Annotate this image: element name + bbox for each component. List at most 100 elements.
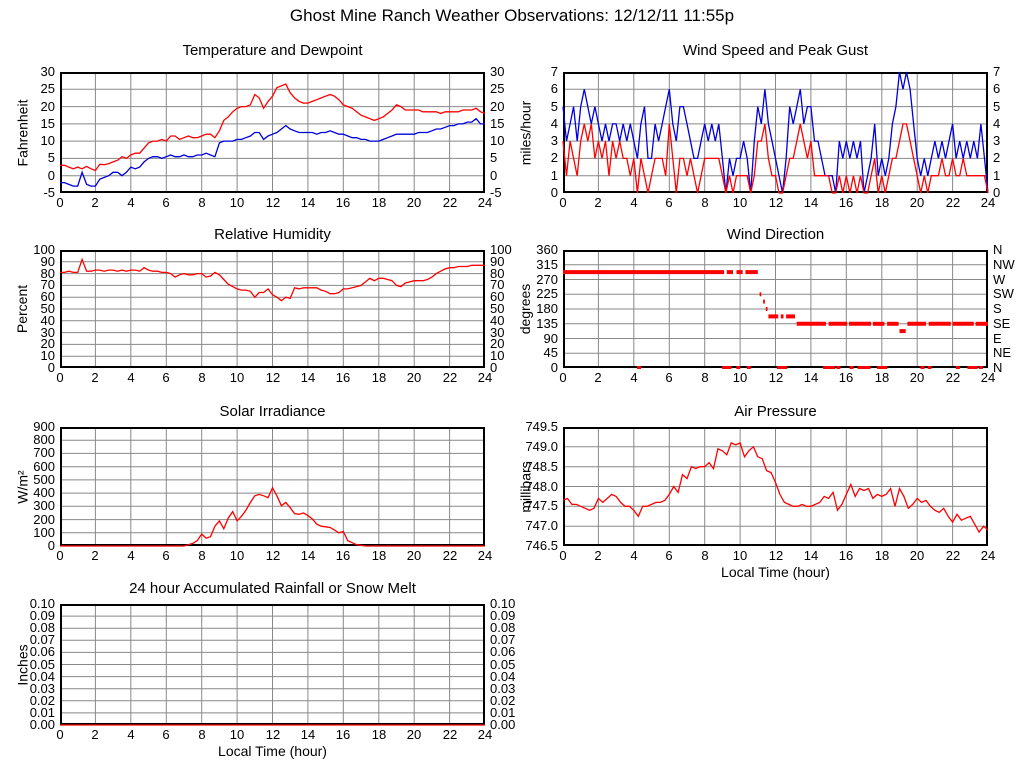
chart-title: Solar Irradiance	[219, 403, 326, 420]
y-tick-label-right: 5	[993, 99, 1001, 114]
y-tick-label-right: S	[993, 301, 1002, 316]
x-tick-label: 10	[229, 548, 245, 563]
y-tick-label-right: 10	[490, 133, 505, 148]
y-tick-label: -5	[43, 185, 55, 200]
x-tick-label: 6	[665, 370, 673, 385]
x-tick-label: 14	[300, 370, 316, 385]
x-tick-label: 22	[442, 195, 458, 210]
x-tick-label: 22	[945, 195, 961, 210]
y-tick-label: 1	[550, 168, 558, 183]
y-tick-label: 25	[40, 81, 55, 96]
x-tick-label: 0	[559, 195, 567, 210]
y-tick-label: 100	[33, 242, 55, 257]
x-tick-label: 6	[162, 727, 170, 742]
x-tick-label: 16	[335, 727, 351, 742]
series-dewpoint	[60, 117, 485, 187]
plot-area	[60, 427, 485, 547]
y-tick-label-right: N	[993, 242, 1003, 257]
y-tick-label: 0.06	[29, 644, 55, 659]
y-tick-label-right: 0	[993, 185, 1001, 200]
y-tick-label: 80	[40, 266, 55, 281]
y-tick-label: 30	[40, 325, 55, 340]
y-tick-label: 90	[543, 331, 558, 346]
x-tick-label: 2	[91, 370, 99, 385]
x-tick-label: 4	[127, 548, 135, 563]
x-tick-label: 18	[371, 548, 387, 563]
series-humidity	[60, 257, 485, 302]
x-tick-label: 2	[594, 195, 602, 210]
x-tick-label: 6	[162, 195, 170, 210]
series-solar	[60, 486, 485, 547]
y-tick-label: 0.05	[29, 657, 55, 672]
chart-air-pressure: Air Pressure millibars Local Time (hour)…	[517, 403, 995, 580]
y-tick-label-right: SE	[993, 316, 1011, 331]
y-tick-label: 0.09	[29, 608, 55, 623]
y-tick-label: 180	[536, 301, 558, 316]
y-tick-label-right: W	[993, 272, 1006, 287]
x-tick-label: 24	[477, 195, 493, 210]
x-tick-label: 14	[300, 548, 316, 563]
y-tick-label: 0.00	[29, 717, 55, 732]
x-tick-label: 6	[665, 548, 673, 563]
x-tick-label: 14	[803, 548, 819, 563]
x-tick-label: 0	[559, 370, 567, 385]
y-tick-label: 0.10	[29, 596, 55, 611]
x-tick-label: 2	[91, 727, 99, 742]
x-tick-label: 2	[594, 370, 602, 385]
x-tick-label: 2	[91, 548, 99, 563]
y-tick-label: 10	[40, 348, 55, 363]
x-tick-label: 12	[265, 370, 281, 385]
x-tick-label: 8	[701, 370, 709, 385]
x-tick-label: 18	[371, 195, 387, 210]
chart-temperature-and-dewpoint: Temperature and Dewpoint Fahrenheit -5 -5…	[14, 42, 504, 210]
y-tick-label-right: NW	[993, 257, 1015, 272]
x-tick-label: 12	[265, 195, 281, 210]
y-tick-label-right: 2	[993, 150, 1001, 165]
y-tick-label-right: 0.04	[490, 669, 516, 684]
y-tick-label: 50	[40, 301, 55, 316]
y-tick-label: 200	[33, 512, 55, 527]
x-tick-label: 22	[442, 370, 458, 385]
y-tick-label: 0	[550, 360, 558, 375]
x-tick-label: 4	[630, 548, 638, 563]
x-tick-label: 14	[803, 370, 819, 385]
x-tick-label: 6	[665, 195, 673, 210]
y-tick-label: 6	[550, 81, 558, 96]
x-tick-label: 4	[127, 727, 135, 742]
x-tick-label: 18	[371, 727, 387, 742]
y-tick-label-right: 30	[490, 64, 505, 79]
x-tick-label: 10	[229, 370, 245, 385]
y-tick-label-right: 0.06	[490, 644, 516, 659]
plot-area	[60, 72, 486, 193]
y-tick-label: 0.07	[29, 632, 55, 647]
y-tick-label: 135	[536, 316, 558, 331]
y-tick-label: 747.0	[525, 518, 558, 533]
x-tick-label: 14	[300, 727, 316, 742]
x-tick-label: 10	[732, 548, 748, 563]
x-tick-label: 16	[838, 370, 854, 385]
y-tick-label: 749.0	[525, 439, 558, 454]
x-tick-label: 12	[265, 548, 281, 563]
y-tick-label-right: 7	[993, 64, 1001, 79]
y-tick-label-right: 0	[490, 360, 498, 375]
y-tick-label: 747.5	[525, 498, 558, 513]
y-tick-label: 0.01	[29, 705, 55, 720]
y-tick-label-right: 15	[490, 116, 505, 131]
x-tick-label: 2	[91, 195, 99, 210]
y-tick-label-right: 5	[490, 150, 498, 165]
y-tick-label: 5	[550, 99, 558, 114]
y-tick-label: 10	[40, 133, 55, 148]
y-tick-label: 100	[33, 525, 55, 540]
y-tick-label-right: 0.05	[490, 657, 516, 672]
y-tick-label: 15	[40, 116, 55, 131]
y-tick-label-right: N	[993, 360, 1003, 375]
y-tick-label: 45	[543, 345, 558, 360]
x-axis-label: Local Time (hour)	[218, 743, 327, 759]
y-tick-label-right: 10	[490, 348, 505, 363]
y-tick-label: 700	[33, 445, 55, 460]
x-tick-label: 8	[198, 548, 206, 563]
x-tick-label: 12	[768, 195, 784, 210]
y-tick-label-right: 100	[490, 242, 512, 257]
x-tick-label: 4	[127, 195, 135, 210]
x-tick-label: 20	[909, 195, 925, 210]
